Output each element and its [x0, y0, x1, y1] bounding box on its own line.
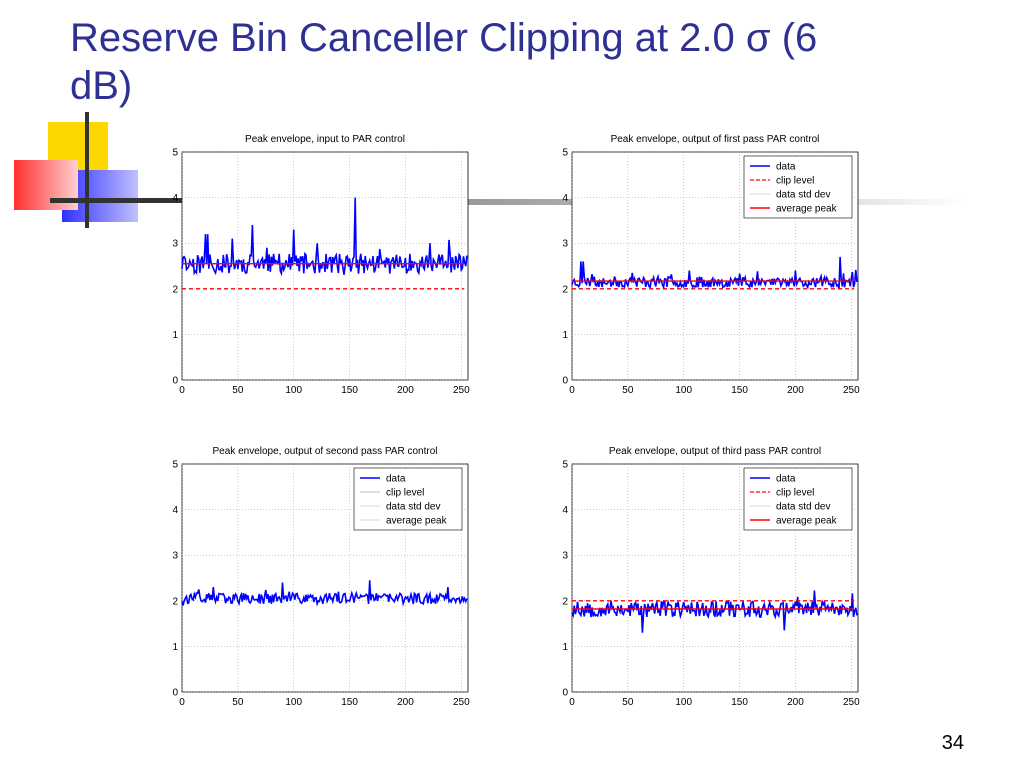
x-tick-label: 0: [569, 385, 575, 396]
legend-label: clip level: [776, 176, 814, 187]
legend-label: average peak: [776, 204, 838, 215]
y-tick-label: 0: [562, 688, 568, 699]
x-tick-label: 100: [675, 385, 692, 396]
x-tick-label: 200: [787, 697, 804, 708]
legend-label: data: [386, 474, 406, 485]
y-tick-label: 3: [172, 239, 178, 250]
x-tick-label: 200: [397, 385, 414, 396]
y-tick-label: 0: [172, 376, 178, 387]
legend-label: data std dev: [776, 190, 830, 201]
y-tick-label: 4: [562, 193, 568, 204]
chart-panel-4: Peak envelope, output of third pass PAR …: [560, 442, 870, 727]
x-tick-label: 250: [843, 385, 860, 396]
chart-panel-1: Peak envelope, input to PAR control 0 50 10…: [170, 130, 480, 415]
vertical-bar: [85, 112, 89, 228]
legend-label: data: [776, 474, 796, 485]
legend-label: clip level: [776, 488, 814, 499]
data-series-line: [181, 197, 468, 277]
x-tick-label: 50: [232, 697, 244, 708]
y-tick-label: 5: [562, 460, 568, 471]
y-tick-label: 5: [172, 460, 178, 471]
y-tick-label: 4: [172, 193, 178, 204]
decorative-blocks: [14, 112, 966, 228]
chart-third-pass: Peak envelope, output of third pass PAR …: [562, 446, 860, 708]
chart-title: Peak envelope, input to PAR control: [245, 134, 405, 145]
x-tick-label: 50: [622, 697, 634, 708]
x-tick-label: 150: [341, 385, 358, 396]
y-tick-label: 2: [172, 284, 178, 295]
y-tick-label: 4: [562, 505, 568, 516]
x-tick-label: 250: [453, 697, 470, 708]
y-tick-label: 4: [172, 505, 178, 516]
y-tick-label: 1: [172, 642, 178, 653]
x-tick-label: 250: [843, 697, 860, 708]
chart-first-pass: Peak envelope, output of first pass PAR …: [562, 134, 860, 396]
chart-second-pass: Peak envelope, output of second pass PAR…: [172, 446, 470, 708]
horizontal-bar: [50, 198, 182, 203]
legend-label: average peak: [776, 516, 838, 527]
chart-panel-2: Peak envelope, output of first pass PAR …: [560, 130, 870, 415]
slide-number: 34: [941, 732, 964, 754]
y-tick-label: 3: [562, 239, 568, 250]
y-tick-label: 1: [562, 642, 568, 653]
y-tick-label: 5: [172, 148, 178, 159]
x-tick-label: 150: [731, 385, 748, 396]
x-tick-label: 0: [179, 385, 185, 396]
legend-label: data std dev: [386, 502, 440, 513]
legend-label: clip level: [386, 488, 424, 499]
y-tick-label: 5: [562, 148, 568, 159]
x-tick-label: 100: [285, 385, 302, 396]
y-tick-label: 1: [172, 330, 178, 341]
x-tick-label: 100: [675, 697, 692, 708]
legend-label: data std dev: [776, 502, 830, 513]
x-tick-label: 100: [285, 697, 302, 708]
chart-panel-3: Peak envelope, output of second pass PAR…: [170, 442, 480, 727]
x-tick-label: 50: [622, 385, 634, 396]
x-tick-label: 0: [569, 697, 575, 708]
legend-label: average peak: [386, 516, 448, 527]
data-series-line: [571, 256, 858, 291]
x-tick-label: 150: [731, 697, 748, 708]
x-tick-label: 250: [453, 385, 470, 396]
y-tick-label: 2: [562, 284, 568, 295]
y-tick-label: 3: [562, 551, 568, 562]
slide-title: Reserve Bin Canceller Clipping at 2.0 σ …: [70, 16, 818, 108]
y-tick-label: 0: [172, 688, 178, 699]
x-tick-label: 200: [787, 385, 804, 396]
x-tick-label: 150: [341, 697, 358, 708]
data-series-line: [181, 580, 468, 607]
legend-label: data: [776, 162, 796, 173]
y-tick-label: 2: [562, 596, 568, 607]
y-tick-label: 1: [562, 330, 568, 341]
y-tick-label: 0: [562, 376, 568, 387]
y-tick-label: 2: [172, 596, 178, 607]
x-tick-label: 50: [232, 385, 244, 396]
chart-title: Peak envelope, output of first pass PAR …: [611, 134, 820, 145]
x-tick-label: 0: [179, 697, 185, 708]
chart-title: Peak envelope, output of second pass PAR…: [213, 446, 438, 457]
y-tick-label: 3: [172, 551, 178, 562]
chart-title: Peak envelope, output of third pass PAR …: [609, 446, 821, 457]
x-tick-label: 200: [397, 697, 414, 708]
